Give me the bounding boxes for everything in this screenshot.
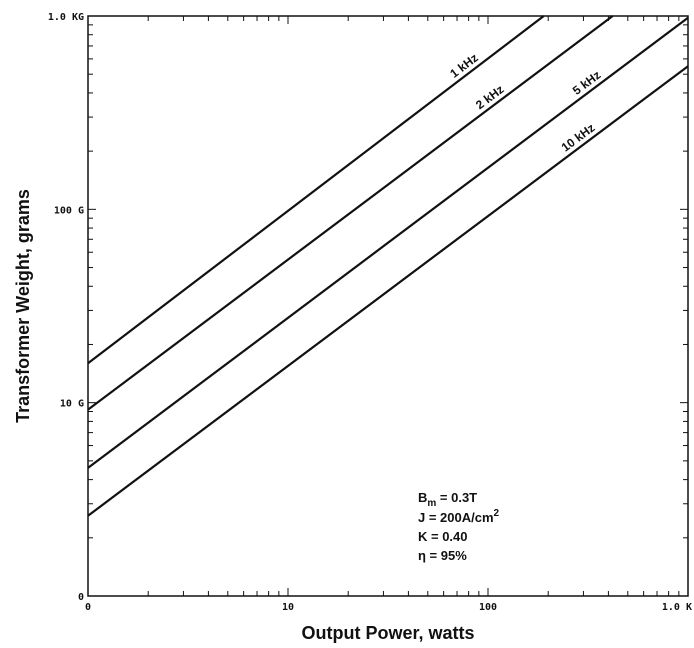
x-tick-label: 10	[282, 602, 294, 613]
y-tick-label: 1.0 KG	[48, 12, 84, 23]
series-line	[87, 15, 614, 411]
x-tick-label: 0	[85, 602, 91, 613]
x-axis-title: Output Power, watts	[301, 623, 474, 643]
series-line	[87, 65, 689, 517]
param-eta: η = 95%	[418, 548, 467, 563]
series-lines	[87, 15, 689, 517]
param-bm: Bm = 0.3T	[418, 490, 477, 509]
plot-frame	[87, 15, 689, 597]
y-tick-label: 0	[78, 592, 84, 603]
parameter-annotation: Bm = 0.3T J = 200A/cm2 K = 0.40 η = 95%	[418, 490, 500, 563]
ticks: 0 10 G 100 G 1.0 KG 0 10 100 1.0 K	[48, 12, 692, 613]
param-j: J = 200A/cm2	[418, 508, 500, 525]
series-line	[87, 16, 689, 469]
x-tick-label: 1.0 K	[662, 602, 692, 613]
y-axis-title: Transformer Weight, grams	[13, 189, 33, 423]
series-line	[87, 15, 545, 365]
param-k: K = 0.40	[418, 529, 468, 544]
y-tick-label: 10 G	[60, 399, 84, 410]
y-tick-label: 100 G	[54, 205, 84, 216]
x-tick-label: 100	[479, 602, 497, 613]
